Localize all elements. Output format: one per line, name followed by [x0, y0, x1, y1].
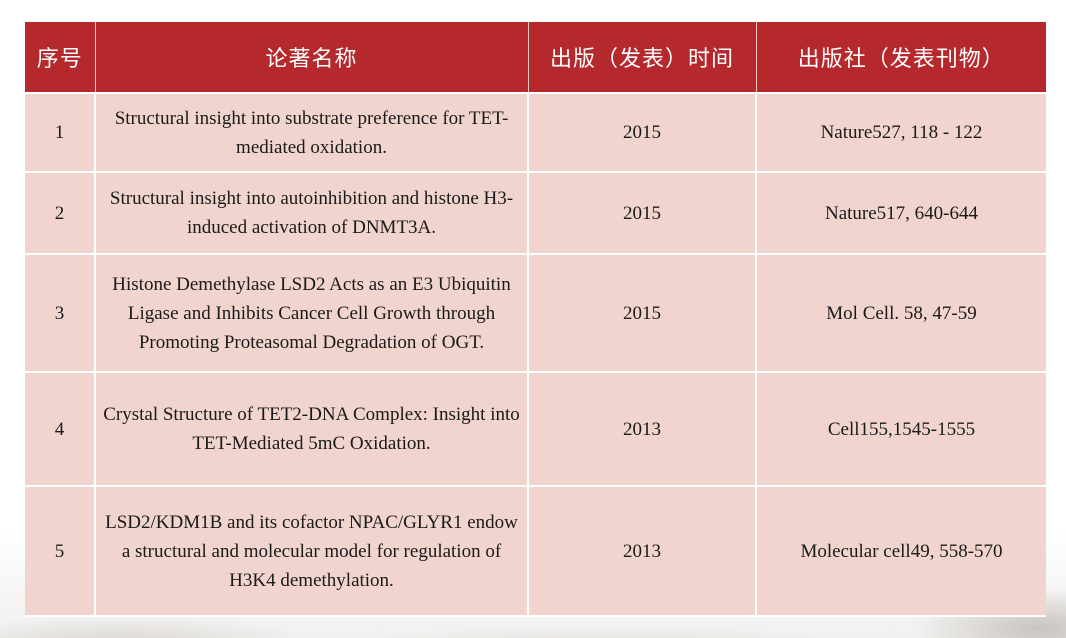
table-row: 5 LSD2/KDM1B and its cofactor NPAC/GLYR1…	[25, 485, 1046, 617]
cell-title: Structural insight into substrate prefer…	[94, 92, 529, 173]
table-row: 2 Structural insight into autoinhibition…	[25, 171, 1046, 255]
cell-publisher: Nature527, 118 - 122	[755, 92, 1046, 173]
table-row: 3 Histone Demethylase LSD2 Acts as an E3…	[25, 253, 1046, 373]
table-row: 4 Crystal Structure of TET2-DNA Complex:…	[25, 371, 1046, 487]
cell-title: LSD2/KDM1B and its cofactor NPAC/GLYR1 e…	[94, 485, 529, 617]
cell-year: 2015	[527, 92, 757, 173]
cell-number: 4	[25, 371, 96, 487]
cell-year: 2015	[527, 253, 757, 373]
header-year: 出版（发表）时间	[527, 22, 757, 94]
publications-table-container: 序号 论著名称 出版（发表）时间 出版社（发表刊物） 1 Structural …	[25, 22, 1046, 617]
cell-title: Crystal Structure of TET2-DNA Complex: I…	[94, 371, 529, 487]
cell-title: Histone Demethylase LSD2 Acts as an E3 U…	[94, 253, 529, 373]
cell-title: Structural insight into autoinhibition a…	[94, 171, 529, 255]
header-number: 序号	[25, 22, 96, 94]
cell-number: 5	[25, 485, 96, 617]
cell-year: 2013	[527, 371, 757, 487]
cell-number: 1	[25, 92, 96, 173]
cell-number: 2	[25, 171, 96, 255]
header-publisher: 出版社（发表刊物）	[755, 22, 1046, 94]
cell-year: 2013	[527, 485, 757, 617]
cell-number: 3	[25, 253, 96, 373]
cell-year: 2015	[527, 171, 757, 255]
header-title: 论著名称	[94, 22, 529, 94]
cell-publisher: Nature517, 640-644	[755, 171, 1046, 255]
publications-table: 序号 论著名称 出版（发表）时间 出版社（发表刊物） 1 Structural …	[25, 22, 1046, 617]
cell-publisher: Mol Cell. 58, 47-59	[755, 253, 1046, 373]
cell-publisher: Cell155,1545-1555	[755, 371, 1046, 487]
table-header-row: 序号 论著名称 出版（发表）时间 出版社（发表刊物）	[25, 22, 1046, 94]
cell-publisher: Molecular cell49, 558-570	[755, 485, 1046, 617]
table-row: 1 Structural insight into substrate pref…	[25, 92, 1046, 173]
